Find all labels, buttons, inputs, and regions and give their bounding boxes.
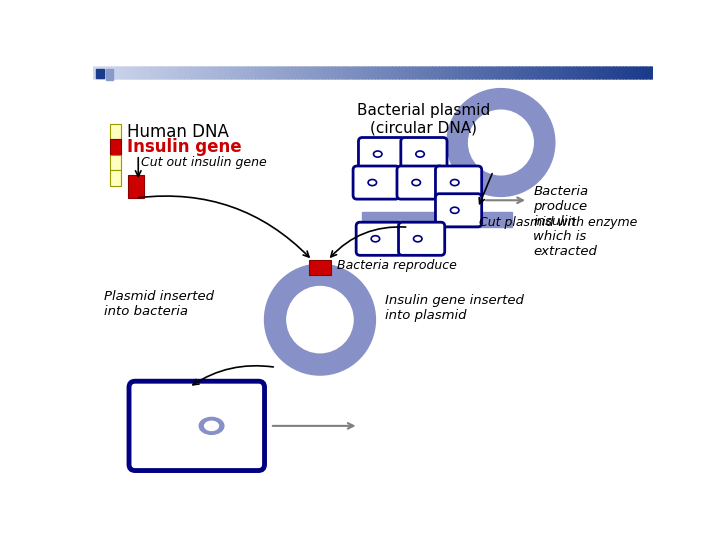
Bar: [110, 124, 121, 139]
Text: Cut out insulin gene: Cut out insulin gene: [141, 156, 267, 169]
Text: Insulin gene inserted
into plasmid: Insulin gene inserted into plasmid: [384, 294, 523, 322]
Ellipse shape: [412, 180, 421, 186]
FancyBboxPatch shape: [353, 166, 399, 199]
FancyBboxPatch shape: [397, 166, 443, 199]
Ellipse shape: [199, 417, 224, 435]
Circle shape: [469, 110, 533, 175]
Ellipse shape: [414, 236, 422, 242]
Text: Insulin gene: Insulin gene: [127, 138, 241, 156]
Text: Cut plasmid with enzyme: Cut plasmid with enzyme: [479, 216, 638, 229]
Bar: [128, 175, 143, 198]
FancyBboxPatch shape: [435, 194, 482, 227]
Bar: [309, 259, 331, 275]
Bar: [110, 155, 121, 170]
FancyBboxPatch shape: [401, 138, 447, 170]
Bar: [96, 69, 104, 78]
Text: Bacteria reproduce: Bacteria reproduce: [337, 259, 457, 272]
FancyBboxPatch shape: [398, 222, 445, 256]
Text: Human DNA: Human DNA: [127, 123, 229, 141]
Ellipse shape: [371, 236, 379, 242]
Text: Bacterial plasmid
(circular DNA): Bacterial plasmid (circular DNA): [357, 103, 491, 135]
FancyBboxPatch shape: [435, 166, 482, 199]
Ellipse shape: [451, 207, 459, 213]
Text: Bacteria
produce
insulin
which is
extracted: Bacteria produce insulin which is extrac…: [533, 185, 597, 258]
FancyBboxPatch shape: [356, 222, 403, 256]
Circle shape: [264, 264, 376, 375]
Bar: [110, 170, 121, 186]
Bar: [106, 75, 113, 80]
Ellipse shape: [205, 422, 218, 430]
Bar: [110, 139, 121, 155]
FancyBboxPatch shape: [358, 138, 405, 170]
Bar: [363, 212, 513, 227]
Ellipse shape: [373, 151, 382, 157]
Bar: [106, 69, 113, 74]
FancyBboxPatch shape: [129, 381, 264, 471]
Text: Plasmid inserted
into bacteria: Plasmid inserted into bacteria: [104, 290, 214, 318]
Ellipse shape: [368, 180, 376, 186]
Ellipse shape: [416, 151, 424, 157]
Circle shape: [447, 88, 555, 197]
Ellipse shape: [451, 180, 459, 186]
Circle shape: [287, 287, 353, 353]
